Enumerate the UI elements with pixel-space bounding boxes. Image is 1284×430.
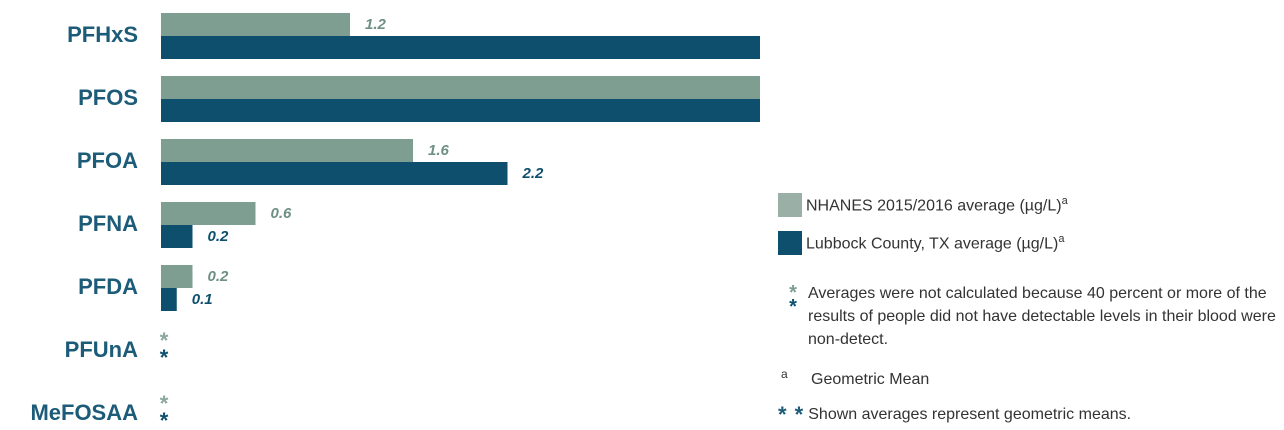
bar-lubbock-pfoa	[161, 162, 508, 185]
note-star-nhanes: *	[789, 282, 797, 304]
note-double-star: * *	[778, 402, 805, 427]
legend: NHANES 2015/2016 average (µg/L)a Lubbock…	[778, 190, 1278, 266]
not-calculated-star-nhanes-pfuna: *	[160, 328, 169, 353]
legend-label-lubbock: Lubbock County, TX average (µg/L)	[806, 235, 1059, 253]
data-label-lubbock-pfoa: 2.2	[522, 165, 545, 182]
category-label-pfos: PFOS	[78, 85, 138, 110]
category-label-pfoa: PFOA	[77, 148, 138, 173]
bar-lubbock-pfna	[161, 225, 193, 248]
category-label-pfna: PFNA	[78, 211, 138, 236]
bar-lubbock-pfhxs	[161, 36, 760, 59]
bar-nhanes-pfoa	[161, 139, 413, 162]
legend-sup-nhanes: a	[1061, 194, 1068, 207]
note-geometric-means-shown: * * Shown averages represent geometric m…	[778, 403, 1131, 426]
category-label-mefosaa: MeFOSAA	[30, 400, 138, 425]
legend-label-nhanes: NHANES 2015/2016 average (µg/L)	[806, 197, 1062, 215]
legend-swatch-nhanes	[778, 193, 802, 217]
note-star-lubbock: *	[789, 296, 797, 318]
bar-nhanes-pfda	[161, 265, 193, 288]
note-geometric-mean-text: Geometric Mean	[811, 371, 930, 388]
bar-lubbock-pfos	[161, 99, 760, 122]
not-calculated-star-nhanes-mefosaa: *	[160, 391, 169, 416]
category-label-pfuna: PFUnA	[65, 337, 138, 362]
not-calculated-star-lubbock-mefosaa: *	[160, 408, 169, 430]
note-not-calculated: * * Averages were not calculated because…	[778, 282, 1278, 351]
bar-lubbock-pfda	[161, 288, 177, 311]
bar-nhanes-pfna	[161, 202, 256, 225]
note-geometric-mean: a Geometric Mean	[778, 367, 930, 391]
note-stars: * *	[778, 282, 808, 351]
data-label-nhanes-pfoa: 1.6	[428, 142, 450, 159]
data-label-lubbock-pfda: 0.1	[192, 291, 213, 308]
category-label-pfhxs: PFHxS	[67, 22, 138, 47]
note-geometric-means-shown-text: Shown averages represent geometric means…	[808, 406, 1132, 423]
note-a-marker: a	[781, 367, 788, 381]
not-calculated-star-lubbock-pfuna: *	[160, 345, 169, 370]
data-label-nhanes-pfda: 0.2	[208, 268, 230, 285]
legend-swatch-lubbock	[778, 231, 802, 255]
bar-chart: PFHxS1.26.0PFOS4.74.2PFOA1.62.2PFNA0.60.…	[30, 13, 760, 430]
legend-item-nhanes: NHANES 2015/2016 average (µg/L)a	[778, 190, 1278, 220]
data-label-lubbock-pfna: 0.2	[208, 228, 230, 245]
note-not-calculated-text: Averages were not calculated because 40 …	[808, 285, 1276, 348]
category-label-pfda: PFDA	[78, 274, 138, 299]
data-label-nhanes-pfna: 0.6	[271, 205, 293, 222]
bar-nhanes-pfos	[161, 76, 760, 99]
legend-sup-lubbock: a	[1058, 232, 1065, 245]
bar-nhanes-pfhxs	[161, 13, 350, 36]
legend-item-lubbock: Lubbock County, TX average (µg/L)a	[778, 228, 1278, 258]
data-label-nhanes-pfhxs: 1.2	[365, 16, 387, 33]
